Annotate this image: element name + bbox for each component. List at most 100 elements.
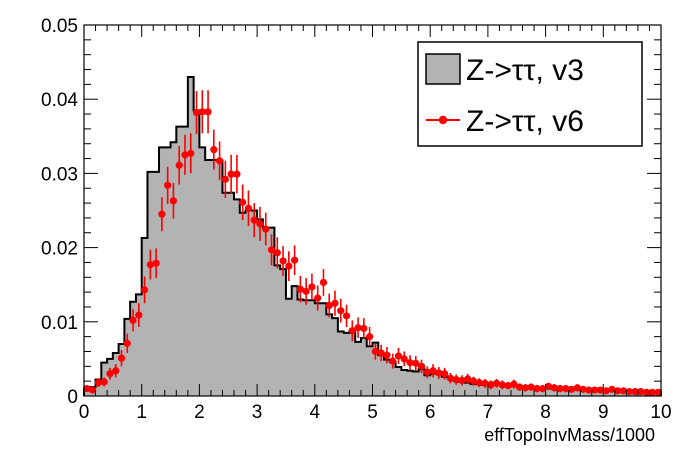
data-point xyxy=(585,386,593,394)
histogram-bar xyxy=(303,300,310,396)
histogram-bar xyxy=(332,318,339,396)
histogram-bar xyxy=(124,318,131,396)
x-tick-label: 1 xyxy=(136,402,147,423)
histogram-bar xyxy=(245,210,252,396)
histogram-bar xyxy=(297,299,304,396)
histogram-bar xyxy=(516,387,523,396)
y-tick-label: 0 xyxy=(67,387,78,408)
histogram-bar xyxy=(580,390,587,396)
data-point xyxy=(400,355,408,363)
data-point xyxy=(192,108,201,117)
data-point xyxy=(573,384,581,392)
data-point xyxy=(296,285,304,293)
histogram-bar xyxy=(528,387,535,396)
histogram-bar xyxy=(262,227,270,396)
data-point xyxy=(314,294,322,302)
data-point xyxy=(83,384,91,393)
data-point xyxy=(591,386,599,394)
histogram-bar xyxy=(320,303,327,396)
data-point xyxy=(377,349,385,357)
histogram-bar xyxy=(510,385,518,396)
data-point xyxy=(619,387,628,395)
histogram-bar xyxy=(199,147,206,396)
histogram-bar xyxy=(453,380,460,396)
data-point xyxy=(642,388,651,396)
data-point xyxy=(239,198,247,206)
data-point xyxy=(152,259,160,267)
data-point xyxy=(354,324,362,332)
x-tick-label: 6 xyxy=(425,402,436,423)
data-point xyxy=(227,170,235,178)
histogram-bar xyxy=(159,147,166,396)
data-point xyxy=(631,387,639,396)
data-point xyxy=(181,151,189,159)
data-point xyxy=(198,108,206,116)
data-point xyxy=(164,181,172,189)
histogram-bar xyxy=(389,361,396,396)
data-point xyxy=(562,384,570,393)
histogram-bar xyxy=(493,384,500,396)
histogram-bar xyxy=(187,76,195,396)
data-point xyxy=(319,278,328,287)
data-point xyxy=(492,379,501,387)
data-point xyxy=(215,157,224,165)
histogram-layer xyxy=(83,75,662,397)
histogram-bar xyxy=(280,269,287,396)
data-point xyxy=(135,311,143,319)
data-point xyxy=(498,381,506,389)
points-layer xyxy=(83,90,662,396)
histogram-bar xyxy=(464,382,471,396)
data-point xyxy=(89,386,97,394)
data-point xyxy=(458,376,466,385)
data-point xyxy=(123,339,131,347)
x-tick-label: 3 xyxy=(252,402,263,423)
histogram-bar xyxy=(291,286,298,396)
data-point xyxy=(464,375,472,383)
data-point xyxy=(94,379,103,387)
data-point xyxy=(175,161,183,169)
histogram-bar xyxy=(164,147,171,396)
histogram-bar xyxy=(487,382,495,396)
histogram-bar xyxy=(355,341,362,396)
data-point xyxy=(279,257,287,265)
histogram-bar xyxy=(476,383,483,396)
histogram-bar xyxy=(309,300,316,396)
histogram-bar xyxy=(228,192,235,396)
data-point xyxy=(187,149,195,157)
data-point xyxy=(614,387,622,395)
data-point xyxy=(429,367,437,375)
data-point xyxy=(383,351,391,359)
histogram-bar xyxy=(141,237,148,396)
data-point xyxy=(469,377,478,385)
histogram-bar xyxy=(84,388,91,396)
data-point xyxy=(291,256,299,264)
x-tick-label: 7 xyxy=(483,402,494,423)
data-point xyxy=(406,359,414,367)
y-tick-label: 0.02 xyxy=(41,239,78,260)
histogram-bar xyxy=(366,346,373,396)
data-point xyxy=(302,287,310,295)
data-point xyxy=(435,369,443,377)
histogram-bar xyxy=(459,381,466,396)
data-point xyxy=(348,327,356,335)
histogram-bar xyxy=(222,192,229,396)
data-point xyxy=(285,262,293,270)
data-point xyxy=(221,175,229,183)
legend-label-v6: Z->ττ, v6 xyxy=(466,105,584,138)
legend: Z->ττ, v3 Z->ττ, v6 xyxy=(417,41,643,147)
x-tick-label: 5 xyxy=(367,402,378,423)
histogram-bar xyxy=(574,389,581,396)
histogram-bar xyxy=(441,376,448,396)
histogram-bar xyxy=(205,160,212,396)
data-point xyxy=(452,376,460,384)
data-point xyxy=(140,286,149,294)
x-tick-label: 2 xyxy=(194,402,205,423)
y-tick-label: 0.03 xyxy=(41,164,78,185)
data-point xyxy=(446,374,454,382)
data-point xyxy=(204,108,212,116)
histogram-bar xyxy=(384,359,391,396)
data-point xyxy=(637,387,645,396)
data-point xyxy=(550,384,558,392)
